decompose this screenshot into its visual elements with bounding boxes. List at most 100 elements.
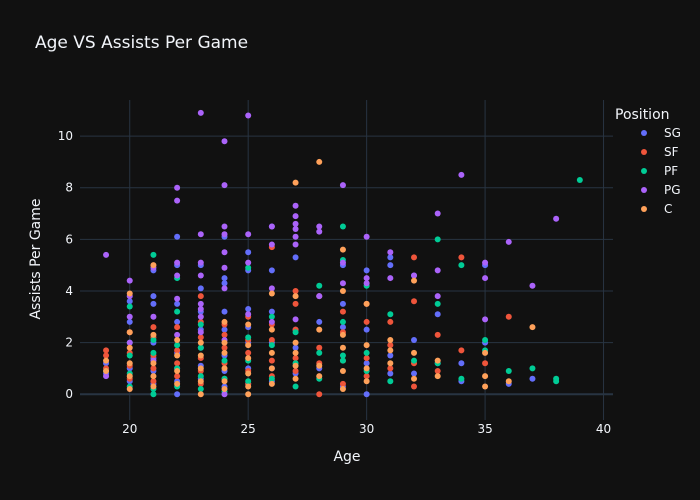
data-point	[150, 251, 157, 258]
data-point	[103, 357, 110, 364]
data-point	[150, 313, 157, 320]
data-point	[363, 349, 370, 356]
data-point	[221, 231, 228, 238]
data-point	[126, 298, 133, 305]
data-point	[387, 370, 394, 377]
data-point	[363, 326, 370, 333]
legend-marker	[641, 149, 647, 155]
data-point	[363, 342, 370, 349]
data-point	[505, 378, 512, 385]
data-point	[221, 223, 228, 230]
data-point	[221, 308, 228, 315]
data-point	[339, 386, 346, 393]
points-layer	[103, 109, 583, 398]
data-point	[245, 321, 252, 328]
data-point	[268, 241, 275, 248]
data-point	[292, 316, 299, 323]
legend-item-pg[interactable]: PG	[641, 183, 681, 197]
data-point	[316, 293, 323, 300]
data-point	[553, 215, 560, 222]
data-point	[150, 324, 157, 331]
series-c	[103, 158, 536, 398]
data-point	[387, 318, 394, 325]
data-point	[316, 326, 323, 333]
data-point	[245, 311, 252, 318]
data-point	[411, 272, 418, 279]
data-point	[126, 303, 133, 310]
data-point	[197, 373, 204, 380]
data-point	[363, 267, 370, 274]
data-point	[316, 391, 323, 398]
data-point	[363, 300, 370, 307]
data-point	[150, 360, 157, 367]
data-point	[245, 231, 252, 238]
data-point	[268, 380, 275, 387]
data-point	[292, 329, 299, 336]
data-point	[221, 280, 228, 287]
data-point	[339, 259, 346, 266]
data-point	[411, 254, 418, 261]
legend-label: C	[664, 202, 672, 216]
data-point	[387, 365, 394, 372]
y-tick-label: 4	[65, 284, 73, 298]
data-point	[197, 365, 204, 372]
series-pg	[103, 109, 560, 398]
data-point	[126, 313, 133, 320]
data-point	[268, 375, 275, 382]
ticks-layer: 20 25 30 35 40 0 2 4 6 8 10	[58, 129, 611, 436]
data-point	[197, 259, 204, 266]
data-point	[387, 342, 394, 349]
data-point	[174, 331, 181, 338]
data-point	[221, 275, 228, 282]
legend-marker	[641, 206, 647, 212]
data-point	[529, 375, 536, 382]
data-point	[221, 285, 228, 292]
data-point	[316, 282, 323, 289]
data-point	[221, 344, 228, 351]
data-point	[339, 300, 346, 307]
data-point	[103, 352, 110, 359]
legend-item-sg[interactable]: SG	[641, 126, 681, 140]
data-point	[482, 275, 489, 282]
data-point	[458, 254, 465, 261]
data-point	[363, 365, 370, 372]
data-point	[292, 226, 299, 233]
data-point	[245, 349, 252, 356]
data-point	[103, 367, 110, 374]
data-point	[292, 179, 299, 186]
data-point	[411, 383, 418, 390]
legend-item-c[interactable]: C	[641, 202, 672, 216]
data-point	[316, 318, 323, 325]
data-point	[174, 337, 181, 343]
data-point	[197, 313, 204, 320]
y-axis-title: Assists Per Game	[28, 198, 44, 319]
data-point	[174, 360, 181, 367]
data-point	[292, 355, 299, 362]
data-point	[339, 280, 346, 287]
data-point	[197, 329, 204, 336]
data-point	[221, 264, 228, 271]
data-point	[292, 213, 299, 220]
data-point	[434, 210, 441, 217]
legend-label: PF	[664, 164, 678, 178]
data-point	[363, 233, 370, 240]
data-point	[458, 347, 465, 354]
data-point	[174, 347, 181, 354]
series-sf	[103, 244, 512, 398]
grid-layer	[80, 100, 613, 420]
legend-label: SG	[664, 126, 681, 140]
data-point	[197, 285, 204, 292]
data-point	[245, 370, 252, 377]
data-point	[221, 326, 228, 333]
data-point	[221, 357, 228, 364]
data-point	[363, 280, 370, 287]
legend-item-pf[interactable]: PF	[641, 164, 678, 178]
data-point	[411, 375, 418, 382]
legend-item-sf[interactable]: SF	[641, 145, 679, 159]
x-tick-label: 20	[122, 422, 137, 436]
data-point	[174, 342, 181, 349]
data-point	[339, 344, 346, 351]
data-point	[197, 344, 204, 351]
data-point	[363, 360, 370, 367]
data-point	[339, 324, 346, 331]
